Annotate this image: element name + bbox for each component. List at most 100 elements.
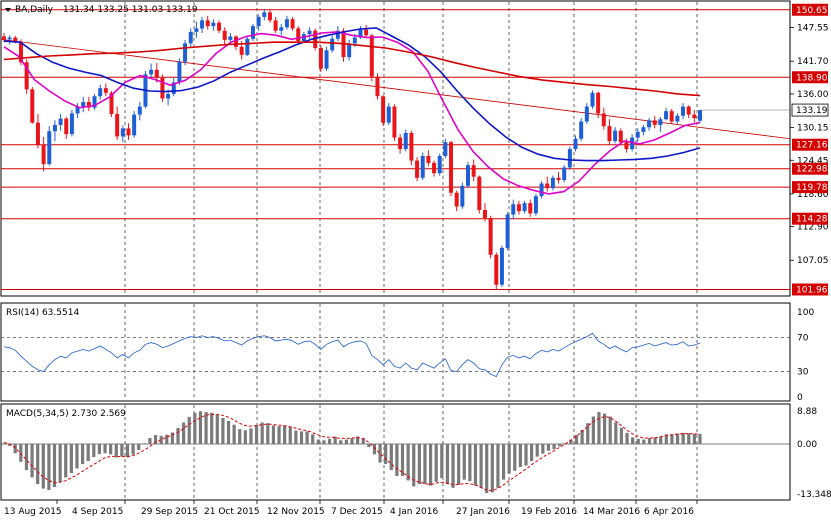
macd-bar [344, 439, 348, 444]
candle-body [2, 36, 6, 40]
candle-body [132, 114, 137, 136]
candle-body [234, 36, 238, 47]
candle-body [511, 204, 516, 215]
macd-bar [109, 444, 113, 455]
macd-bar [659, 436, 663, 444]
candle-body [624, 142, 629, 150]
macd-bar [574, 435, 579, 444]
macd-bar [496, 444, 500, 488]
macd-bar [614, 422, 618, 444]
moving-average-slow [3, 41, 701, 97]
candle-body [35, 122, 40, 145]
ohlc-readout: 131.34 133.25 131.03 133.19 [63, 5, 198, 15]
candle-body [669, 111, 674, 122]
macd-bar [434, 444, 438, 482]
macd-bar [86, 444, 90, 462]
macd-bar [687, 433, 691, 444]
candle-body [426, 155, 431, 163]
macd-bar [142, 443, 146, 444]
macd-bar [305, 431, 309, 444]
macd-bar [47, 444, 51, 491]
macd-series [1, 411, 790, 494]
candle-body [375, 76, 380, 97]
macd-bar [608, 416, 612, 444]
macd-bar [552, 444, 556, 450]
candle-body [290, 19, 295, 29]
macd-bar [501, 444, 506, 480]
candle-body [641, 127, 646, 132]
macd-bar [378, 444, 382, 463]
macd-bar [569, 439, 573, 444]
candle-body [284, 19, 289, 28]
macd-bar [97, 444, 102, 455]
macd-bar [462, 444, 466, 480]
candle-body [630, 137, 635, 150]
candle-body [358, 29, 363, 38]
level-tag-label: 101.96 [796, 285, 828, 295]
candle-body [692, 114, 697, 119]
macd-bar [530, 444, 534, 462]
macd-bar [647, 438, 652, 444]
macd-bar [372, 444, 377, 455]
candle-body [471, 165, 476, 177]
candle-body [313, 30, 318, 48]
candle-body [41, 144, 46, 165]
candle-body [398, 137, 403, 150]
price-axis-label: 136.00 [797, 90, 829, 100]
macd-bar [13, 444, 17, 454]
level-tag-label: 119.78 [796, 183, 828, 193]
macd-bar [148, 438, 152, 444]
macd-bar [52, 444, 57, 488]
candle-body [545, 183, 550, 189]
rsi-panel [0, 302, 791, 402]
candle-body [296, 28, 301, 42]
macd-bar [513, 444, 517, 471]
candle-body [533, 196, 538, 214]
price-axis-label: 112.90 [797, 223, 829, 233]
candle-body [596, 92, 601, 114]
candle-body [494, 254, 499, 285]
candle-body [81, 101, 86, 107]
candle-body [635, 131, 640, 138]
date-axis-label: 27 Jan 2016 [456, 507, 510, 517]
macd-bar [58, 444, 62, 482]
macd-bar [473, 444, 478, 486]
candle-body [217, 22, 222, 31]
candle-body [381, 96, 386, 123]
price-axis-label: 124.45 [797, 156, 829, 166]
macd-axis-label: 0.00 [797, 440, 817, 450]
level-tag-label: 138.90 [796, 73, 828, 83]
macd-bar [440, 444, 444, 479]
current-price-label: 133.19 [796, 106, 828, 116]
candle-body [160, 77, 165, 99]
candle-body [103, 88, 108, 93]
candle-body [75, 106, 80, 114]
candle-body [13, 37, 18, 43]
collapse-arrow-icon[interactable] [5, 8, 11, 12]
rsi-line [3, 332, 701, 378]
level-tag-label: 114.28 [796, 215, 828, 225]
macd-bar [535, 444, 539, 457]
macd-bar [114, 444, 118, 458]
macd-title: MACD(5,34,5) 2.730 2.569 [6, 409, 126, 419]
horizontal-levels [1, 9, 790, 290]
macd-bar [468, 444, 472, 482]
level-tag [792, 138, 828, 151]
price-axis-label: 130.15 [797, 124, 829, 134]
macd-bar [215, 414, 219, 444]
macd-bar [490, 444, 494, 493]
date-axis-label: 12 Nov 2015 [267, 507, 325, 517]
price-axis-label: 118.60 [797, 190, 829, 200]
candle-body [482, 209, 487, 219]
candle-body [7, 37, 12, 40]
macd-bar [546, 444, 551, 451]
macd-bar [153, 435, 158, 444]
candle-body [579, 121, 584, 139]
macd-bar [221, 417, 225, 444]
candle-body [64, 118, 69, 135]
macd-bar [361, 438, 365, 444]
macd-bar [692, 433, 696, 444]
date-axis-label: 14 Mar 2016 [583, 507, 640, 517]
macd-bar [193, 412, 197, 444]
